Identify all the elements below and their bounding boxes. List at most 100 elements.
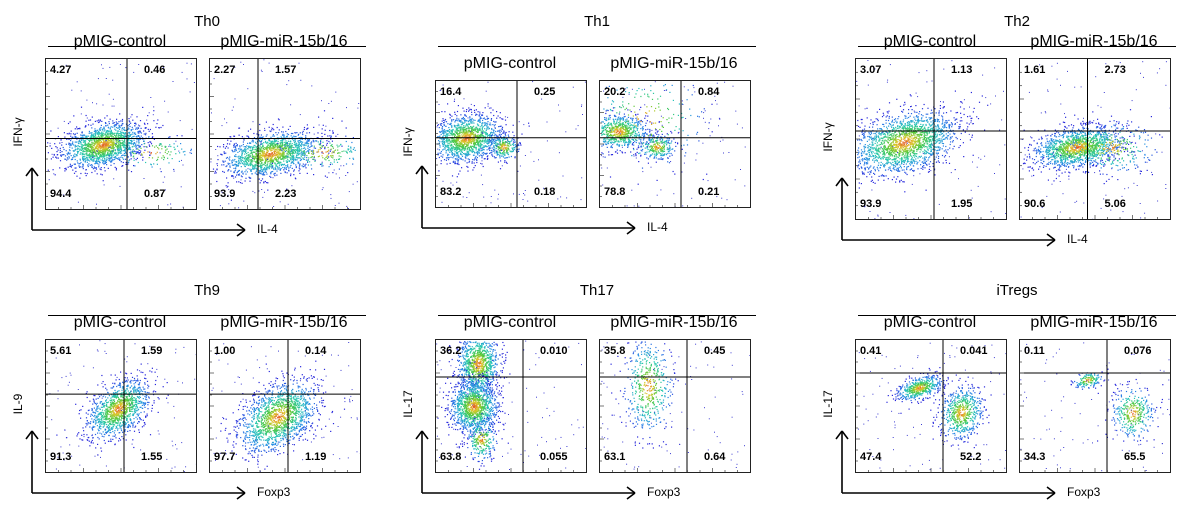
quadrant-value-lr: 1.55 <box>141 451 163 463</box>
condition-label: pMIG-miR-15b/16 <box>1030 314 1158 331</box>
quadrant-value-ur: 0.84 <box>698 86 720 98</box>
quadrant-value-lr: 0.87 <box>144 188 166 200</box>
axis-arrows <box>835 430 1056 500</box>
panel-title: Th2 <box>1004 13 1030 30</box>
dot-plot <box>855 58 1007 220</box>
dot-plot <box>599 80 751 208</box>
quadrant-value-ul: 35.8 <box>604 345 626 357</box>
scatter-points <box>856 59 1006 219</box>
dot-plot <box>855 339 1007 473</box>
quadrant-value-ul: 0.41 <box>860 345 882 357</box>
quadrant-value-ll: 63.8 <box>440 451 462 463</box>
condition-label: pMIG-miR-15b/16 <box>220 314 348 331</box>
quadrant-value-lr: 0.21 <box>698 186 720 198</box>
condition-label: pMIG-control <box>73 33 167 50</box>
quadrant-value-ul: 3.07 <box>860 64 882 76</box>
dot-plot <box>599 339 751 473</box>
quadrant-value-ur: 1.57 <box>275 64 297 76</box>
title-underline <box>438 46 756 47</box>
y-axis-label: IL-17 <box>821 390 835 418</box>
x-axis-label: IL-4 <box>1067 232 1088 246</box>
panel-title: Th17 <box>579 282 615 299</box>
condition-label: pMIG-miR-15b/16 <box>610 314 738 331</box>
quadrant-value-lr: 52.2 <box>960 451 982 463</box>
panel-title: Th9 <box>194 282 220 299</box>
scatter-points <box>46 340 196 472</box>
dot-plot <box>45 58 197 210</box>
condition-label: pMIG-control <box>463 55 557 72</box>
quadrant-value-ll: 91.3 <box>50 451 72 463</box>
y-axis-label: IFN-γ <box>11 117 25 147</box>
quadrant-value-ur: 0.45 <box>704 345 726 357</box>
dot-plot <box>45 339 197 473</box>
scatter-points <box>436 340 586 472</box>
dot-plot <box>1019 58 1171 220</box>
condition-label: pMIG-control <box>73 314 167 331</box>
quadrant-value-ll: 83.2 <box>440 186 462 198</box>
y-axis-label: IL-9 <box>11 393 25 415</box>
quadrant-value-ll: 47.4 <box>860 451 882 463</box>
quadrant-value-lr: 0.18 <box>534 186 556 198</box>
quadrant-value-lr: 0.64 <box>704 451 726 463</box>
dot-plot <box>1019 339 1171 473</box>
quadrant-value-ll: 90.6 <box>1024 198 1046 210</box>
quadrant-value-ul: 5.61 <box>50 345 72 357</box>
quadrant-value-lr: 0.055 <box>540 451 568 463</box>
quadrant-value-ul: 4.27 <box>50 64 72 76</box>
quadrant-value-ul: 1.61 <box>1024 64 1046 76</box>
quadrant-value-lr: 1.95 <box>951 198 973 210</box>
title-underline <box>858 46 1176 47</box>
x-axis-label: Foxp3 <box>257 485 291 499</box>
axis-arrows <box>25 167 246 237</box>
quadrant-value-ul: 1.00 <box>214 345 236 357</box>
quadrant-value-ur: 0.46 <box>144 64 166 76</box>
condition-label: pMIG-control <box>883 33 977 50</box>
quadrant-value-ll: 63.1 <box>604 451 626 463</box>
y-axis-label: IFN-γ <box>401 127 415 157</box>
scatter-points <box>600 340 750 472</box>
quadrant-value-ur: 0.010 <box>540 345 568 357</box>
quadrant-value-ur: 2.73 <box>1104 64 1126 76</box>
panel-title: Th0 <box>194 13 220 30</box>
quadrant-value-lr: 1.19 <box>305 451 327 463</box>
quadrant-value-ur: 0.14 <box>305 345 327 357</box>
quadrant-value-ul: 0.11 <box>1024 345 1045 357</box>
quadrant-value-ur: 0.25 <box>534 86 556 98</box>
x-axis-label: Foxp3 <box>1067 485 1101 499</box>
quadrant-value-ul: 16.4 <box>440 86 462 98</box>
quadrant-value-ll: 78.8 <box>604 186 626 198</box>
scatter-points <box>1020 340 1170 472</box>
quadrant-value-ur: 1.59 <box>141 345 163 357</box>
scatter-points <box>856 340 1006 472</box>
title-underline <box>48 46 366 47</box>
panel-title: iTregs <box>996 282 1038 299</box>
y-axis-label: IL-17 <box>401 390 415 418</box>
quadrant-value-ll: 34.3 <box>1024 451 1046 463</box>
quadrant-value-ul: 20.2 <box>604 86 626 98</box>
scatter-points <box>46 59 196 209</box>
quadrant-value-ll: 94.4 <box>50 188 72 200</box>
dot-plot <box>435 339 587 473</box>
quadrant-value-ll: 93.9 <box>860 198 882 210</box>
dot-plot <box>435 80 587 208</box>
quadrant-value-lr: 65.5 <box>1124 451 1146 463</box>
quadrant-value-lr: 5.06 <box>1104 198 1126 210</box>
quadrant-value-ll: 97.7 <box>214 451 236 463</box>
quadrant-value-ul: 36.2 <box>440 345 462 357</box>
axis-arrows <box>415 165 636 235</box>
scatter-points <box>436 81 586 207</box>
dot-plot <box>209 58 361 210</box>
quadrant-value-ur: 1.13 <box>951 64 973 76</box>
condition-label: pMIG-miR-15b/16 <box>1030 33 1158 50</box>
x-axis-label: IL-4 <box>257 222 278 236</box>
quadrant-value-lr: 2.23 <box>275 188 297 200</box>
condition-label: pMIG-miR-15b/16 <box>220 33 348 50</box>
scatter-points <box>210 59 360 209</box>
axis-arrows <box>25 430 246 500</box>
condition-label: pMIG-control <box>883 314 977 331</box>
scatter-points <box>600 81 750 207</box>
scatter-points <box>1020 59 1170 219</box>
x-axis-label: IL-4 <box>647 220 668 234</box>
quadrant-value-ur: 0.041 <box>960 345 988 357</box>
title-underline <box>858 315 1176 316</box>
